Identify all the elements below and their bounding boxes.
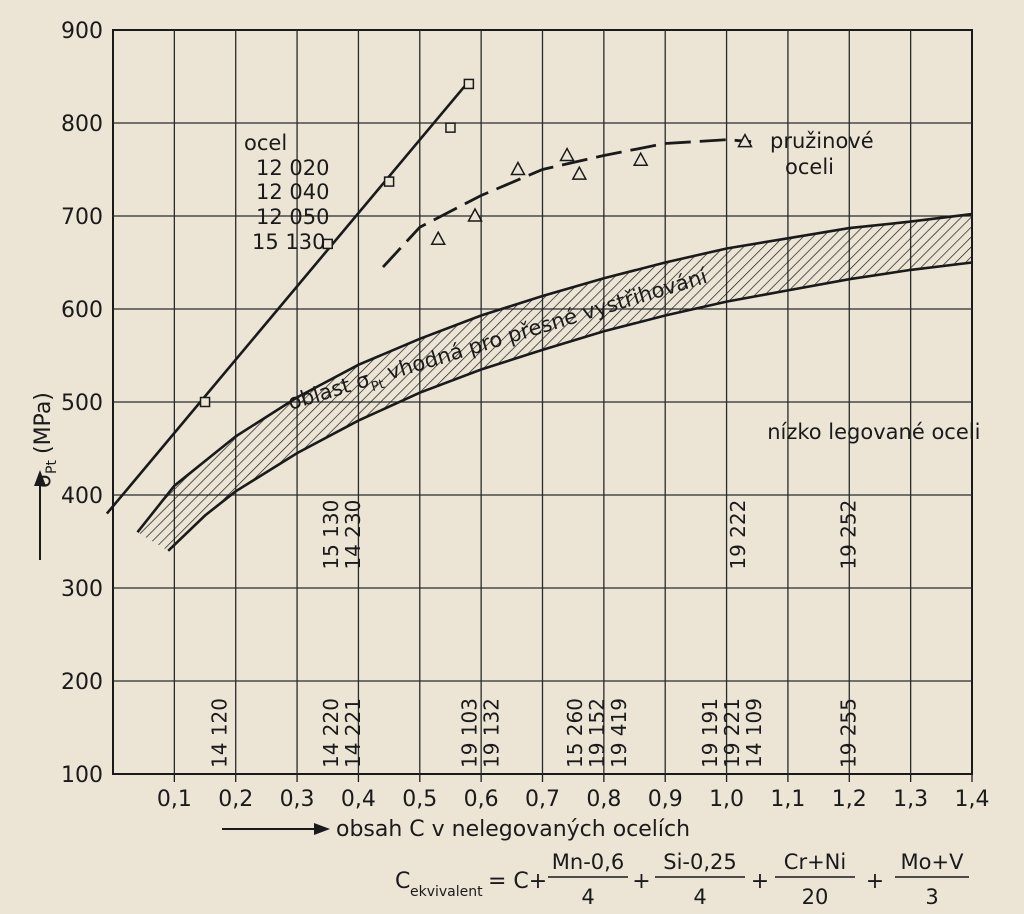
steel-grade-label: 19 132 <box>479 698 503 768</box>
x-tick-label: 1,4 <box>955 787 990 812</box>
low-alloy-label: nízko legované oceli <box>767 420 980 444</box>
formula-denominator: 20 <box>802 885 829 909</box>
formula-numerator: Si-0,25 <box>663 850 737 874</box>
square-point <box>445 122 456 133</box>
triangle-point <box>510 160 526 176</box>
y-tick-label: 200 <box>61 670 103 695</box>
x-tick-label: 0,8 <box>586 787 621 812</box>
spring-steel-label: pružinové <box>770 129 874 153</box>
y-tick-label: 800 <box>61 112 103 137</box>
steel-grade-label: 19 252 <box>836 500 860 570</box>
triangle-point <box>632 151 649 166</box>
x-axis-arrowhead <box>314 823 330 835</box>
square-point <box>199 396 211 408</box>
tick-labels: 0,1 0,2 0,3 0,4 0,5 0,6 0,7 0,8 0,9 1,0 1,1 1,2 1,3 1… <box>61 19 990 812</box>
triangle-point <box>430 230 446 245</box>
steel-grade-label: 19 222 <box>726 500 750 570</box>
steel-grade-label: 14 221 <box>341 698 365 768</box>
x-tick-label: 0,6 <box>464 787 499 812</box>
ocel-label: 15 130 <box>252 230 325 254</box>
x-tick-label: 0,2 <box>218 787 253 812</box>
spring-steel-label: oceli <box>785 155 834 179</box>
formula-plus: + <box>751 869 769 894</box>
steel-grade-label: 15 130 <box>319 500 343 570</box>
formula-plus: + <box>632 869 650 894</box>
x-tick-label: 1,1 <box>770 787 805 812</box>
y-tick-label: 500 <box>61 391 103 416</box>
steel-grade-label: 14 120 <box>208 698 232 768</box>
grid <box>112 29 973 782</box>
x-tick-label: 0,4 <box>341 787 376 812</box>
formula-denominator: 4 <box>693 885 706 909</box>
y-axis-label: σPt(MPa) <box>31 392 60 488</box>
square-point <box>322 238 333 250</box>
y-tick-label: 300 <box>61 577 103 602</box>
formula-lhs: C <box>395 869 410 894</box>
ocel-label: 12 040 <box>256 180 329 204</box>
steel-grade-label: 19 221 <box>720 698 744 768</box>
formula-numerator: Mo+V <box>901 850 965 874</box>
x-tick-label: 1,0 <box>709 787 744 812</box>
band-hatch-area <box>137 214 972 551</box>
band-lower-curve <box>167 261 973 552</box>
steel-grade-label: 19 255 <box>836 698 860 768</box>
x-tick-label: 0,7 <box>525 787 560 812</box>
formula-numerator: Cr+Ni <box>784 850 846 874</box>
x-tick-label: 1,3 <box>893 787 928 812</box>
square-point <box>463 78 475 90</box>
x-tick-label: 0,1 <box>157 787 192 812</box>
formula-denominator: 4 <box>581 885 594 909</box>
x-tick-label: 0,9 <box>648 787 683 812</box>
series-curve <box>381 138 752 269</box>
ocel-label: ocel <box>244 131 287 155</box>
suitable-range-band <box>136 212 973 552</box>
formula-plus: + <box>866 869 884 894</box>
y-tick-label: 700 <box>61 205 103 230</box>
triangle-point <box>571 165 588 180</box>
x-tick-label: 0,3 <box>280 787 315 812</box>
square-point <box>383 176 395 187</box>
triangle-point <box>559 146 575 162</box>
x-tick-label: 0,5 <box>402 787 437 812</box>
series-layer <box>105 78 753 515</box>
y-tick-label: 600 <box>61 298 103 323</box>
series-line <box>105 80 470 515</box>
y-tick-label: 900 <box>61 19 103 44</box>
steel-grade-label: 15 260 <box>563 698 587 768</box>
ocel-label: 12 020 <box>256 156 329 180</box>
triangle-point <box>737 133 753 148</box>
band-upper-curve <box>136 212 973 534</box>
y-tick-label: 400 <box>61 484 103 509</box>
series-pruzinove <box>381 133 753 269</box>
x-tick-label: 1,2 <box>832 787 867 812</box>
formula-denominator: 3 <box>925 885 938 909</box>
formula-eq: = C+ <box>488 869 547 894</box>
steel-grade-label: 14 109 <box>742 698 766 768</box>
steel-grade-label: 19 152 <box>585 698 609 768</box>
series-ocel <box>105 78 475 515</box>
ocel-label: 12 050 <box>256 205 329 229</box>
x-axis-label: obsah C v nelegovaných ocelích <box>336 817 690 842</box>
steel-grade-label: 19 191 <box>698 698 722 768</box>
steel-grade-label: 19 103 <box>457 698 481 768</box>
y-axis-arrowhead <box>34 470 46 486</box>
steel-grade-label: 14 220 <box>319 698 343 768</box>
formula-lhs-sub: ekvivalent <box>410 884 483 900</box>
steel-grade-label: 19 419 <box>607 698 631 768</box>
band-label: oblast σPt vhodná pro přesné vystřihován… <box>285 264 712 420</box>
triangle-point <box>467 207 483 222</box>
steel-grade-label: 14 230 <box>341 500 365 570</box>
formula-numerator: Mn-0,6 <box>552 850 624 874</box>
y-tick-label: 100 <box>61 763 103 788</box>
